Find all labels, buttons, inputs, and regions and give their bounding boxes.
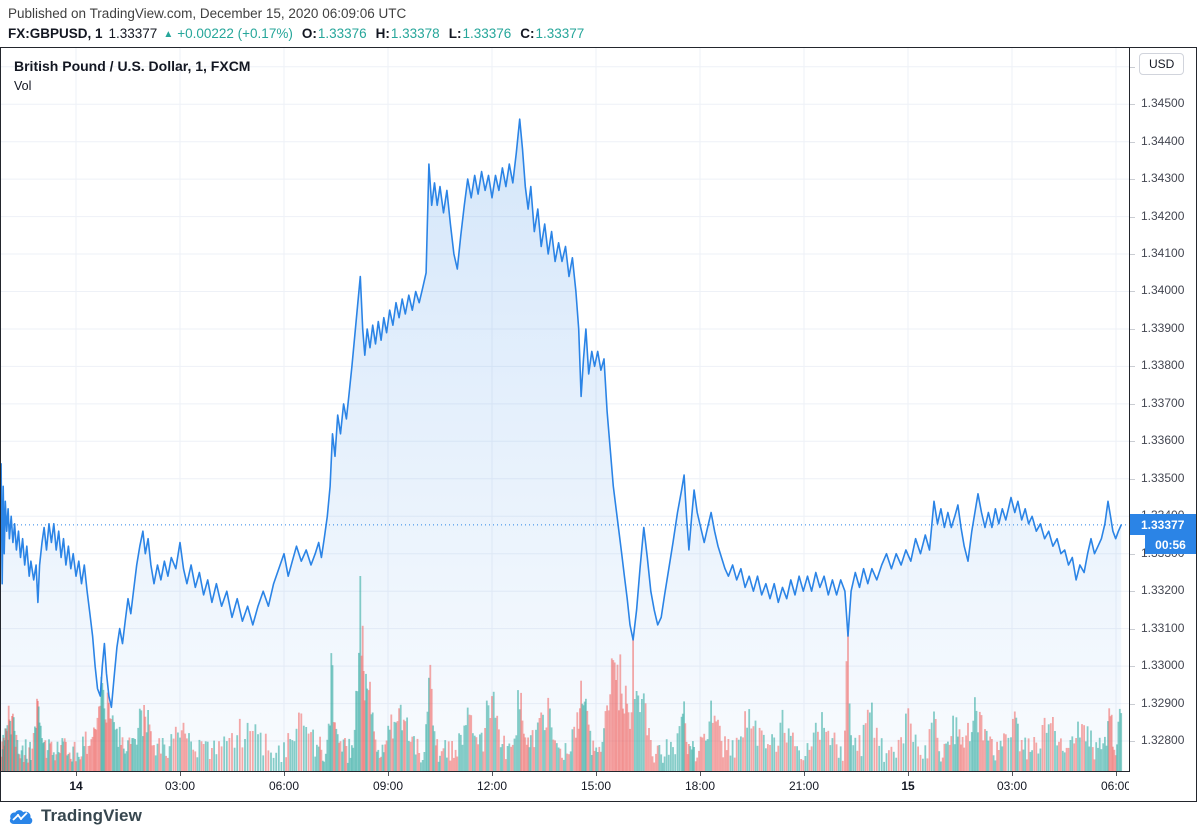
time-axis-tick — [492, 772, 493, 776]
price-tick-label: 1.33000 — [1141, 658, 1185, 672]
price-axis-tick — [1130, 217, 1135, 218]
time-tick-label: 03:00 — [164, 779, 196, 793]
tradingview-footer: TradingView — [8, 806, 142, 826]
low-value: 1.33376 — [462, 26, 512, 41]
time-tick-label: 12:00 — [476, 779, 508, 793]
price-tick-label: 1.33800 — [1141, 358, 1185, 372]
tradingview-logo-icon[interactable] — [8, 808, 34, 825]
price-tick-label: 1.33600 — [1141, 433, 1185, 447]
time-axis-tick — [1012, 772, 1013, 776]
chart-title[interactable]: British Pound / U.S. Dollar, 1, FXCM — [14, 58, 251, 74]
low-key: L: — [448, 26, 462, 41]
time-axis-tick — [388, 772, 389, 776]
time-tick-label: 15:00 — [580, 779, 612, 793]
time-tick-label: 06:00 — [1100, 779, 1129, 793]
high-key: H: — [375, 26, 390, 41]
price-axis-tick — [1130, 254, 1135, 255]
price-axis-tick — [1130, 704, 1135, 705]
chart-widget: British Pound / U.S. Dollar, 1, FXCM Vol… — [0, 47, 1197, 802]
chart-legend: British Pound / U.S. Dollar, 1, FXCM Vol — [14, 58, 250, 93]
time-tick-label: 15 — [901, 779, 915, 793]
price-axis[interactable]: 1.346001.345001.344001.343001.342001.341… — [1130, 48, 1196, 801]
price-tick-label: 1.34000 — [1141, 283, 1185, 297]
time-axis[interactable]: 14 03:00 06:00 09:00 12:00 15:00 18:00 21:00 15 0… — [1, 772, 1129, 800]
price-axis-tick — [1130, 142, 1135, 143]
time-axis-tick — [180, 772, 181, 776]
symbol-name[interactable]: FX:GBPUSD, 1 — [8, 26, 103, 41]
time-tick-label: 14 — [69, 779, 83, 793]
price-axis-tick — [1130, 67, 1135, 68]
tradingview-brand[interactable]: TradingView — [41, 806, 142, 825]
price-tick-label: 1.33200 — [1141, 583, 1185, 597]
time-axis-tick — [76, 772, 77, 776]
last-price-value: 1.33377 — [108, 26, 158, 41]
time-tick-label: 21:00 — [788, 779, 820, 793]
time-axis-tick — [804, 772, 805, 776]
price-tick-label: 1.32900 — [1141, 696, 1185, 710]
volume-indicator-label[interactable]: Vol — [14, 79, 32, 93]
price-tick-label: 1.33700 — [1141, 396, 1185, 410]
price-axis-tick — [1130, 404, 1135, 405]
time-axis-tick — [596, 772, 597, 776]
open-key: O: — [301, 26, 317, 41]
price-axis-tick — [1130, 366, 1135, 367]
change-text: +0.00222 (+0.17%) — [177, 26, 293, 41]
time-axis-tick — [1116, 772, 1117, 776]
open-value: 1.33376 — [317, 26, 367, 41]
time-tick-label: 03:00 — [996, 779, 1028, 793]
close-key: C: — [520, 26, 535, 41]
price-tick-label: 1.32800 — [1141, 733, 1185, 747]
price-axis-tick — [1130, 441, 1135, 442]
price-tick-label: 1.34100 — [1141, 246, 1185, 260]
price-area-chart[interactable] — [1, 48, 1129, 771]
price-axis-tick — [1130, 629, 1135, 630]
bar-close-countdown: 00:56 — [1145, 535, 1196, 555]
high-value: 1.33378 — [390, 26, 440, 41]
price-axis-tick — [1130, 666, 1135, 667]
last-price-axis-label: 1.33377 — [1130, 514, 1196, 536]
price-axis-tick — [1130, 291, 1135, 292]
published-line: Published on TradingView.com, December 1… — [8, 6, 407, 21]
time-axis-tick — [284, 772, 285, 776]
symbol-summary-row: FX:GBPUSD, 1 1.33377 ▲ +0.00222 (+0.17%)… — [8, 26, 584, 41]
price-tick-label: 1.34500 — [1141, 96, 1185, 110]
price-tick-label: 1.33500 — [1141, 471, 1185, 485]
time-axis-tick — [908, 772, 909, 776]
price-chart-pane[interactable]: British Pound / U.S. Dollar, 1, FXCM Vol — [1, 48, 1130, 772]
price-axis-tick — [1130, 554, 1135, 555]
price-tick-label: 1.34400 — [1141, 134, 1185, 148]
time-tick-label: 09:00 — [372, 779, 404, 793]
price-tick-label: 1.33100 — [1141, 621, 1185, 635]
price-axis-tick — [1130, 104, 1135, 105]
currency-unit-button[interactable]: USD — [1139, 53, 1185, 75]
up-arrow-icon: ▲ — [163, 29, 174, 40]
price-tick-label: 1.33900 — [1141, 321, 1185, 335]
price-axis-tick — [1130, 741, 1135, 742]
close-value: 1.33377 — [535, 26, 585, 41]
time-tick-label: 06:00 — [268, 779, 300, 793]
price-tick-label: 1.34200 — [1141, 209, 1185, 223]
price-axis-tick — [1130, 479, 1135, 480]
price-tick-label: 1.34300 — [1141, 171, 1185, 185]
price-axis-tick — [1130, 591, 1135, 592]
price-axis-tick — [1130, 179, 1135, 180]
time-axis-tick — [700, 772, 701, 776]
time-tick-label: 18:00 — [684, 779, 716, 793]
price-axis-tick — [1130, 329, 1135, 330]
